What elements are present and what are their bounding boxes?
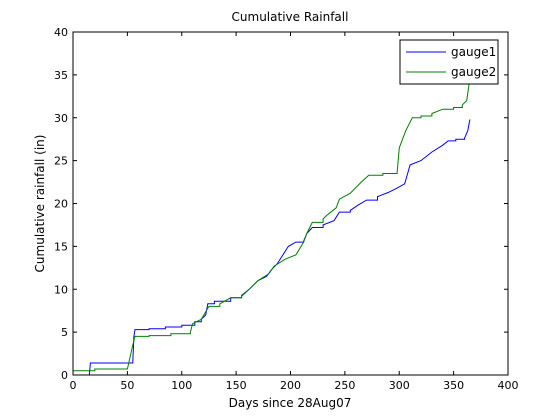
x-tick-label: 0 [70, 379, 77, 392]
y-tick-label: 30 [54, 112, 68, 125]
x-tick-label: 400 [498, 379, 519, 392]
legend: gauge1 gauge2 [399, 39, 499, 85]
x-tick-label: 350 [443, 379, 464, 392]
series-layer [73, 70, 472, 376]
y-tick-label: 0 [61, 369, 68, 382]
x-tick-label: 100 [171, 379, 192, 392]
x-tick-label: 250 [334, 379, 355, 392]
plot-area [73, 32, 508, 375]
y-tick-label: 40 [54, 26, 68, 39]
series-line-gauge2 [73, 70, 472, 372]
y-tick-label: 5 [61, 326, 68, 339]
y-axis-title: Cumulative rainfall (in) [33, 135, 47, 273]
y-tick-label: 25 [54, 155, 68, 168]
y-tick-label: 20 [54, 198, 68, 211]
axis-ticks: 0 50 100 150 200 250 300 350 400 0 5 10 15 20 25 30 35 40 [54, 26, 519, 392]
x-tick-label: 150 [226, 379, 247, 392]
chart-title: Cumulative Rainfall [232, 10, 349, 24]
x-tick-label: 200 [280, 379, 301, 392]
y-tick-label: 35 [54, 69, 68, 82]
x-tick-label: 300 [389, 379, 410, 392]
x-axis-title: Days since 28Aug07 [229, 396, 352, 410]
y-tick-label: 10 [54, 283, 68, 296]
legend-label-gauge2: gauge2 [451, 65, 496, 79]
legend-label-gauge1: gauge1 [451, 45, 496, 59]
x-tick-label: 50 [120, 379, 134, 392]
legend-box [399, 39, 499, 85]
y-tick-label: 15 [54, 240, 68, 253]
